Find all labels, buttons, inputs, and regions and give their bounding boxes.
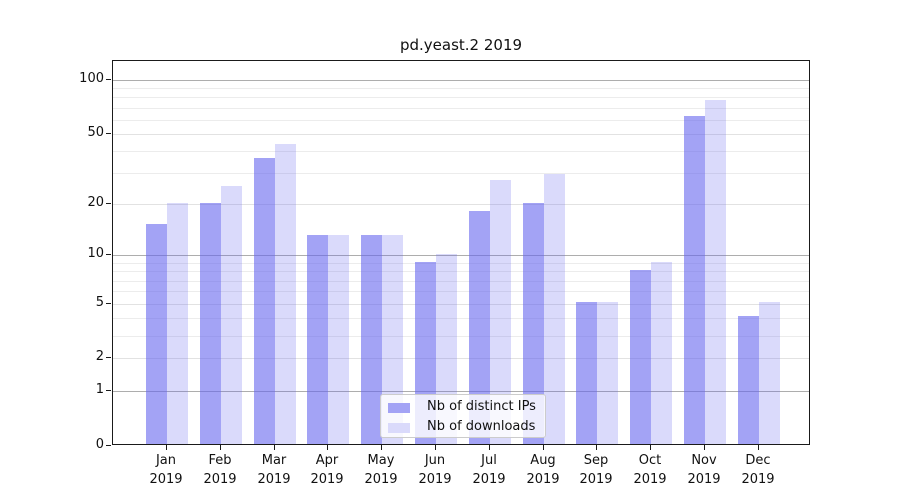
bar-distinct-ips-dec xyxy=(738,316,759,444)
x-tick-mark-nov xyxy=(704,445,705,450)
x-tick-label-apr: Apr 2019 xyxy=(310,453,344,487)
x-tick-mark-mar xyxy=(274,445,275,450)
gridline-y-8 xyxy=(113,271,809,272)
x-tick-label-feb: Feb 2019 xyxy=(203,453,237,487)
gridline-y-10 xyxy=(113,255,809,256)
bar-distinct-ips-sep xyxy=(576,302,597,444)
y-tick-label-100: 100 xyxy=(79,71,104,86)
x-tick-label-aug: Aug 2019 xyxy=(526,453,560,487)
gridline-y-4 xyxy=(113,318,809,319)
legend-row-distinct-ips: Nb of distinct IPs xyxy=(381,398,545,418)
gridline-y-2 xyxy=(113,358,809,359)
gridline-y-80 xyxy=(113,97,809,98)
x-tick-mark-jun xyxy=(435,445,436,450)
legend-row-downloads: Nb of downloads xyxy=(381,418,545,438)
bar-downloads-sep xyxy=(597,302,618,444)
x-tick-label-sep: Sep 2019 xyxy=(579,453,613,487)
bar-downloads-mar xyxy=(275,144,296,444)
bar-distinct-ips-mar xyxy=(254,158,275,444)
legend-label-downloads: Nb of downloads xyxy=(427,419,536,434)
y-tick-mark-5 xyxy=(106,303,111,304)
gridline-y-9 xyxy=(113,263,809,264)
x-tick-mark-jan xyxy=(166,445,167,450)
gridline-y-70 xyxy=(113,108,809,109)
bar-downloads-apr xyxy=(328,235,349,444)
x-tick-label-mar: Mar 2019 xyxy=(257,453,291,487)
gridline-y-1 xyxy=(113,391,809,392)
y-tick-mark-2 xyxy=(106,357,111,358)
y-tick-mark-10 xyxy=(106,254,111,255)
bar-downloads-oct xyxy=(651,262,672,444)
x-tick-mark-oct xyxy=(650,445,651,450)
legend-label-distinct-ips: Nb of distinct IPs xyxy=(427,399,536,414)
gridline-y-20 xyxy=(113,204,809,205)
gridline-y-5 xyxy=(113,304,809,305)
y-tick-mark-0 xyxy=(106,445,111,446)
y-tick-label-20: 20 xyxy=(87,195,104,210)
y-tick-label-1: 1 xyxy=(95,382,104,397)
bar-downloads-dec xyxy=(759,302,780,444)
y-tick-label-10: 10 xyxy=(87,246,104,261)
y-tick-mark-1 xyxy=(106,390,111,391)
bar-distinct-ips-may xyxy=(361,235,382,444)
gridline-y-3 xyxy=(113,336,809,337)
gridline-y-7 xyxy=(113,281,809,282)
legend: Nb of distinct IPs Nb of downloads xyxy=(380,394,546,438)
bar-distinct-ips-aug xyxy=(523,203,544,444)
bar-downloads-feb xyxy=(221,186,242,444)
legend-swatch-downloads xyxy=(388,423,410,433)
x-tick-label-jul: Jul 2019 xyxy=(472,453,506,487)
gridline-y-90 xyxy=(113,88,809,89)
bar-downloads-aug xyxy=(544,174,565,444)
x-tick-mark-apr xyxy=(327,445,328,450)
x-tick-label-nov: Nov 2019 xyxy=(687,453,721,487)
x-tick-label-jun: Jun 2019 xyxy=(418,453,452,487)
y-tick-label-5: 5 xyxy=(95,295,104,310)
y-tick-label-2: 2 xyxy=(95,349,104,364)
x-tick-label-dec: Dec 2019 xyxy=(741,453,775,487)
bar-distinct-ips-jul xyxy=(469,211,490,444)
gridline-y-40 xyxy=(113,151,809,152)
bar-downloads-jul xyxy=(490,180,511,444)
legend-swatch-distinct-ips xyxy=(388,403,410,413)
y-tick-mark-100 xyxy=(106,79,111,80)
plot-area: Nb of distinct IPs Nb of downloads xyxy=(112,60,810,445)
x-tick-label-jan: Jan 2019 xyxy=(149,453,183,487)
bar-distinct-ips-jan xyxy=(146,224,167,444)
x-tick-label-may: May 2019 xyxy=(364,453,398,487)
bar-distinct-ips-nov xyxy=(684,116,705,444)
chart-title: pd.yeast.2 2019 xyxy=(399,36,523,54)
gridline-y-100 xyxy=(113,80,809,81)
gridline-y-50 xyxy=(113,134,809,135)
x-tick-mark-may xyxy=(381,445,382,450)
gridline-y-30 xyxy=(113,173,809,174)
bar-downloads-may xyxy=(382,235,403,444)
y-tick-mark-50 xyxy=(106,133,111,134)
x-tick-mark-dec xyxy=(758,445,759,450)
y-tick-mark-20 xyxy=(106,203,111,204)
x-tick-mark-feb xyxy=(220,445,221,450)
x-tick-mark-jul xyxy=(489,445,490,450)
x-tick-label-oct: Oct 2019 xyxy=(633,453,667,487)
bar-downloads-nov xyxy=(705,100,726,444)
x-tick-mark-sep xyxy=(596,445,597,450)
gridline-y-60 xyxy=(113,120,809,121)
gridline-y-6 xyxy=(113,291,809,292)
bar-distinct-ips-oct xyxy=(630,270,651,444)
bar-distinct-ips-apr xyxy=(307,235,328,444)
x-tick-mark-aug xyxy=(543,445,544,450)
y-tick-label-50: 50 xyxy=(87,125,104,140)
bar-distinct-ips-feb xyxy=(200,203,221,444)
y-tick-label-0: 0 xyxy=(95,437,104,452)
bar-downloads-jan xyxy=(167,203,188,444)
